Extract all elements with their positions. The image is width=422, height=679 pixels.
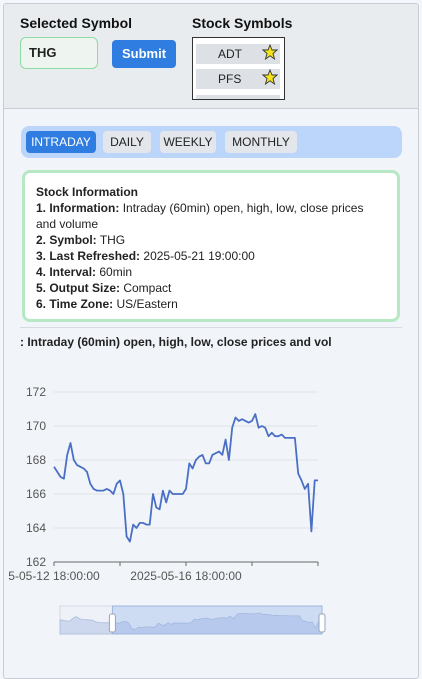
section-divider: [20, 327, 402, 328]
symbol-input[interactable]: THG: [20, 37, 98, 69]
info-line-output-size: 5. Output Size: Compact: [36, 280, 386, 296]
tab-daily[interactable]: DAILY: [103, 131, 151, 153]
symbol-list-scrollbar[interactable]: [196, 95, 280, 99]
info-line-time-zone: 6. Time Zone: US/Eastern: [36, 296, 386, 312]
info-key: 6. Time Zone:: [36, 297, 114, 311]
info-value: 60min: [99, 265, 133, 279]
price-series-line: [53, 413, 318, 543]
star-icon[interactable]: [262, 69, 278, 85]
submit-button[interactable]: Submit: [112, 40, 176, 68]
info-key: 4. Interval:: [36, 265, 97, 279]
y-tick-label: 164: [26, 521, 46, 535]
zoom-selection-window[interactable]: [111, 605, 323, 635]
x-tick-label: 2025-05-16 18:00:00: [130, 569, 242, 583]
selected-symbol-label: Selected Symbol: [20, 15, 133, 31]
info-key: 3. Last Refreshed:: [36, 249, 141, 263]
star-icon[interactable]: [262, 44, 278, 60]
y-tick-label: 162: [26, 555, 46, 569]
app-frame: Selected Symbol Stock Symbols THG Submit…: [3, 3, 419, 679]
info-key: 2. Symbol:: [36, 233, 97, 247]
tab-weekly[interactable]: WEEKLY: [160, 131, 216, 153]
y-tick-label: 170: [26, 419, 46, 433]
chart-zoom-slider[interactable]: [56, 602, 326, 638]
info-key: 1. Information:: [36, 201, 120, 215]
symbol-label: ADT: [218, 47, 242, 61]
symbol-item-pfs[interactable]: PFS: [196, 69, 280, 89]
info-line-interval: 4. Interval: 60min: [36, 264, 386, 280]
interval-tabs: INTRADAY DAILY WEEKLY MONTHLY: [21, 126, 402, 158]
zoom-preview-area: [59, 612, 323, 635]
x-tick-label: 5-05-12 18:00:00: [8, 569, 100, 583]
info-value: 2025-05-21 19:00:00: [143, 249, 255, 263]
info-value: US/Eastern: [116, 297, 178, 311]
info-key: 5. Output Size:: [36, 281, 120, 295]
info-line-symbol: 2. Symbol: THG: [36, 232, 386, 248]
chart-heading: : Intraday (60min) open, high, low, clos…: [20, 335, 332, 349]
stock-information-card: Stock Information 1. Information: Intrad…: [22, 170, 400, 322]
zoom-handle-left[interactable]: [108, 613, 116, 633]
tab-monthly[interactable]: MONTHLY: [225, 131, 297, 153]
tab-intraday[interactable]: INTRADAY: [26, 131, 96, 153]
info-value: THG: [99, 233, 126, 247]
symbol-label: PFS: [218, 72, 242, 86]
symbol-toolbar: Selected Symbol Stock Symbols THG Submit…: [4, 4, 418, 109]
stock-info-title: Stock Information: [36, 185, 139, 199]
y-tick-label: 168: [26, 453, 46, 467]
info-line-information: 1. Information: Intraday (60min) open, h…: [36, 200, 386, 232]
y-tick-label: 172: [26, 385, 46, 399]
y-tick-label: 166: [26, 487, 46, 501]
info-value: Intraday (60min) open, high, low, close …: [36, 201, 364, 231]
info-line-last-refreshed: 3. Last Refreshed: 2025-05-21 19:00:00: [36, 248, 386, 264]
stock-symbols-list[interactable]: ADT PFS: [192, 37, 285, 100]
zoom-handle-right[interactable]: [318, 613, 326, 633]
info-value: Compact: [123, 281, 172, 295]
stock-symbols-label: Stock Symbols: [192, 15, 293, 31]
symbol-item-adt[interactable]: ADT: [196, 44, 280, 64]
